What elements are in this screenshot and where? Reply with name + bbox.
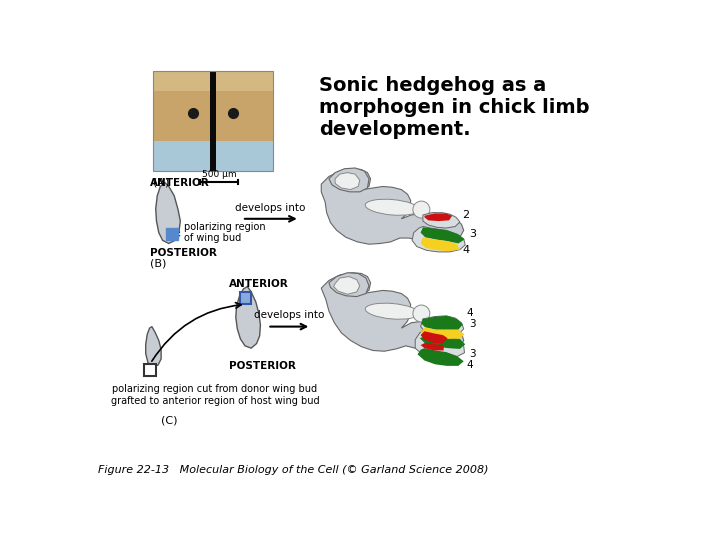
Polygon shape [329, 273, 369, 296]
Bar [153, 71, 273, 171]
Polygon shape [156, 183, 180, 244]
Text: POSTERIOR: POSTERIOR [150, 248, 217, 258]
Polygon shape [333, 276, 360, 294]
Ellipse shape [413, 201, 430, 218]
Text: Sonic hedgehog as a
morphogen in chick limb
development.: Sonic hedgehog as a morphogen in chick l… [319, 76, 590, 139]
Ellipse shape [365, 199, 419, 215]
Text: 3: 3 [469, 319, 476, 329]
Text: (B): (B) [150, 259, 166, 269]
Polygon shape [415, 330, 464, 357]
Text: 500 μm: 500 μm [202, 170, 236, 179]
Text: 2: 2 [450, 331, 456, 341]
Text: (C): (C) [161, 415, 178, 425]
Text: 3: 3 [469, 349, 476, 359]
Text: 2: 2 [462, 210, 469, 220]
Text: polarizing region
of wing bud: polarizing region of wing bud [176, 222, 266, 244]
Ellipse shape [413, 305, 430, 322]
Ellipse shape [365, 303, 419, 319]
Polygon shape [420, 336, 465, 349]
Text: (A): (A) [153, 177, 170, 187]
Text: develops into: develops into [253, 310, 324, 320]
Polygon shape [335, 173, 360, 190]
Polygon shape [321, 273, 464, 351]
Text: Figure 22-13   Molecular Biology of the Cell (© Garland Science 2008): Figure 22-13 Molecular Biology of the Ce… [98, 465, 488, 475]
Polygon shape [321, 168, 464, 244]
Polygon shape [420, 227, 464, 244]
Bar [153, 71, 273, 91]
Polygon shape [420, 331, 448, 343]
Polygon shape [420, 327, 464, 339]
Polygon shape [144, 363, 156, 376]
Polygon shape [420, 237, 460, 251]
Text: 3: 3 [469, 229, 476, 239]
Text: 4: 4 [467, 308, 474, 318]
Text: ANTERIOR: ANTERIOR [229, 279, 289, 289]
Bar [153, 141, 273, 171]
Polygon shape [420, 316, 464, 336]
Polygon shape [418, 348, 464, 366]
Polygon shape [423, 213, 460, 228]
Polygon shape [240, 292, 251, 304]
Text: ANTERIOR: ANTERIOR [150, 178, 210, 188]
Text: POSTERIOR: POSTERIOR [229, 361, 296, 372]
Text: 4: 4 [462, 245, 469, 254]
Polygon shape [420, 343, 444, 350]
Text: develops into: develops into [235, 204, 305, 213]
Polygon shape [329, 168, 369, 192]
Text: polarizing region cut from donor wing bud
grafted to anterior region of host win: polarizing region cut from donor wing bu… [111, 384, 319, 406]
Bar [153, 91, 273, 141]
Text: 2: 2 [450, 340, 456, 350]
Polygon shape [421, 316, 463, 330]
Polygon shape [145, 327, 161, 367]
Polygon shape [235, 287, 261, 348]
Polygon shape [412, 226, 465, 252]
Text: 4: 4 [467, 360, 474, 370]
Polygon shape [425, 213, 452, 221]
Bar [210, 71, 216, 171]
